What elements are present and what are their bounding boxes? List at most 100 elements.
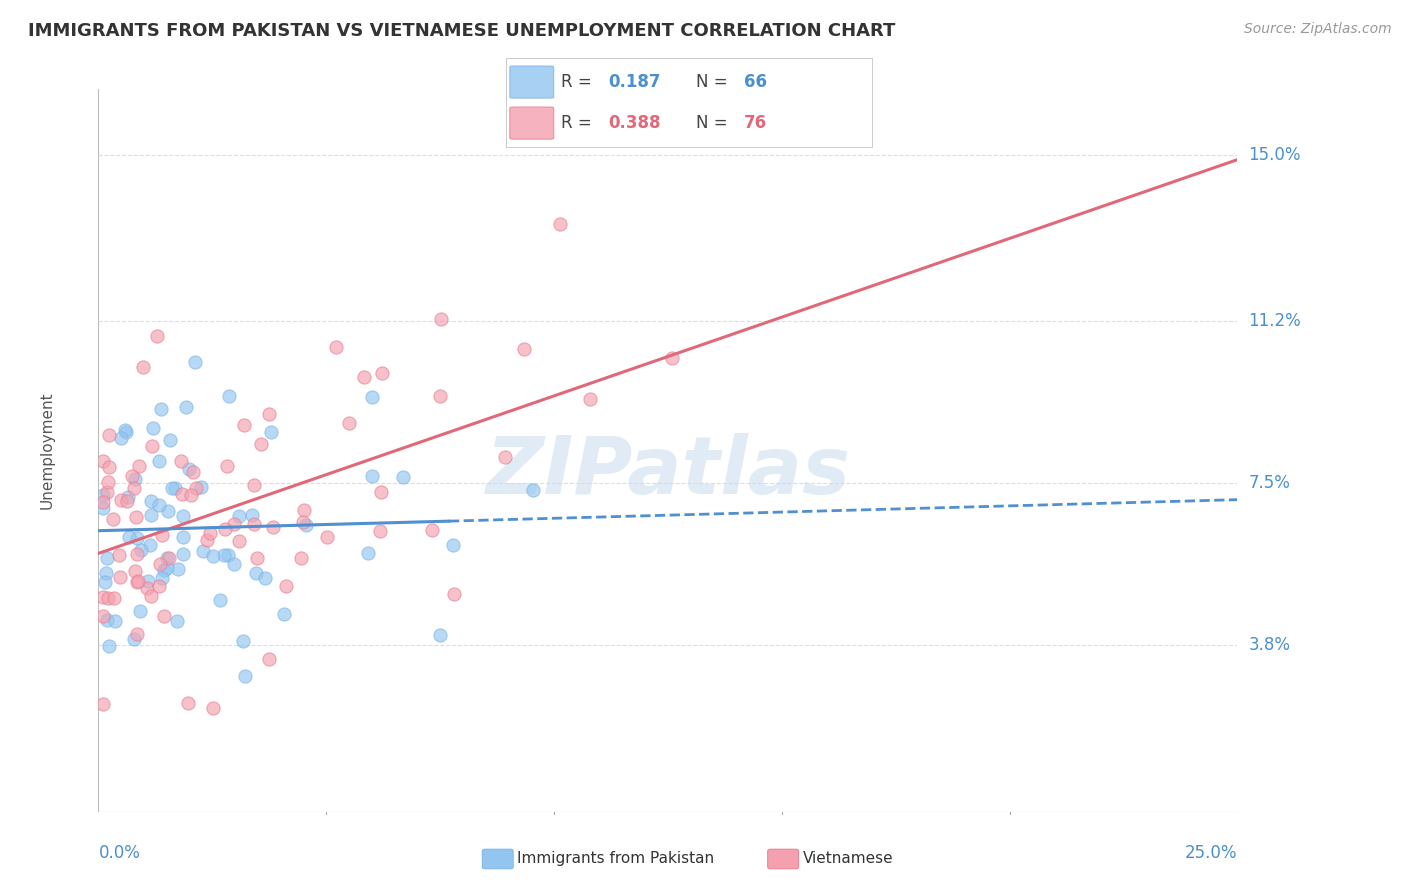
Point	[222, 557, 245, 571]
Point	[195, 533, 218, 548]
Text: 7.5%: 7.5%	[1249, 475, 1291, 492]
Text: 15.0%: 15.0%	[1249, 146, 1301, 164]
Point	[243, 516, 266, 531]
Point	[257, 652, 280, 666]
Point	[107, 548, 129, 562]
Point	[429, 628, 451, 642]
Point	[430, 311, 453, 326]
Point	[172, 530, 194, 544]
Point	[228, 508, 250, 523]
Point	[224, 516, 246, 531]
Point	[118, 530, 141, 544]
Point	[159, 434, 181, 448]
Point	[96, 551, 118, 566]
Point	[110, 493, 132, 508]
Point	[91, 591, 114, 605]
Point	[91, 488, 114, 502]
Point	[443, 587, 465, 601]
Point	[254, 571, 277, 585]
Point	[191, 543, 214, 558]
Point	[177, 697, 200, 711]
Point	[139, 538, 162, 552]
Point	[250, 436, 273, 450]
Point	[548, 217, 571, 231]
Point	[91, 697, 114, 711]
Point	[97, 591, 120, 606]
Point	[150, 571, 173, 585]
Text: Vietnamese: Vietnamese	[803, 852, 893, 866]
Point	[129, 604, 152, 618]
Point	[91, 608, 114, 623]
Point	[93, 574, 115, 589]
Point	[156, 550, 179, 565]
Point	[243, 478, 266, 492]
Point	[132, 359, 155, 374]
Text: N =: N =	[696, 114, 733, 132]
Point	[353, 369, 375, 384]
Point	[172, 547, 194, 561]
Point	[141, 494, 163, 508]
Point	[262, 520, 284, 534]
Text: Unemployment: Unemployment	[39, 392, 55, 509]
Point	[128, 459, 150, 474]
Text: 11.2%: 11.2%	[1249, 312, 1301, 330]
Point	[172, 508, 194, 523]
Point	[162, 481, 184, 495]
Point	[246, 550, 269, 565]
Point	[184, 355, 207, 369]
Point	[141, 439, 163, 453]
Point	[273, 607, 295, 621]
Point	[233, 417, 256, 432]
Point	[97, 428, 120, 442]
Point	[117, 490, 139, 504]
Point	[136, 574, 159, 588]
Point	[124, 510, 146, 524]
Text: 3.8%: 3.8%	[1249, 636, 1291, 655]
Point	[177, 461, 200, 475]
Point	[494, 450, 516, 465]
Point	[121, 469, 143, 483]
Point	[101, 512, 124, 526]
Point	[214, 549, 236, 563]
Point	[184, 482, 207, 496]
Point	[218, 389, 240, 403]
Text: 25.0%: 25.0%	[1185, 844, 1237, 863]
Text: 0.388: 0.388	[609, 114, 661, 132]
Point	[125, 627, 148, 641]
Point	[149, 557, 172, 571]
Point	[513, 342, 536, 356]
Point	[274, 579, 297, 593]
Point	[139, 589, 162, 603]
Text: Immigrants from Pakistan: Immigrants from Pakistan	[517, 852, 714, 866]
Point	[157, 504, 180, 518]
Point	[127, 547, 149, 561]
Point	[127, 531, 149, 545]
Point	[166, 614, 188, 628]
Point	[110, 431, 132, 445]
Point	[361, 390, 384, 404]
Point	[337, 416, 360, 430]
Point	[98, 459, 121, 474]
Point	[370, 485, 392, 500]
Text: 66: 66	[744, 73, 766, 91]
Point	[150, 528, 173, 542]
Point	[97, 475, 120, 490]
Point	[245, 566, 267, 580]
Point	[228, 534, 250, 549]
Point	[139, 508, 162, 522]
Point	[96, 485, 118, 500]
Text: Source: ZipAtlas.com: Source: ZipAtlas.com	[1244, 22, 1392, 37]
Point	[292, 503, 315, 517]
Point	[294, 517, 316, 532]
Point	[148, 454, 170, 468]
Point	[114, 425, 136, 439]
Point	[209, 592, 232, 607]
Point	[149, 402, 172, 417]
Point	[153, 563, 176, 577]
Text: IMMIGRANTS FROM PAKISTAN VS VIETNAMESE UNEMPLOYMENT CORRELATION CHART: IMMIGRANTS FROM PAKISTAN VS VIETNAMESE U…	[28, 22, 896, 40]
Point	[214, 522, 236, 536]
Point	[98, 639, 121, 653]
Point	[368, 524, 391, 539]
Point	[522, 483, 544, 497]
Point	[91, 454, 114, 468]
